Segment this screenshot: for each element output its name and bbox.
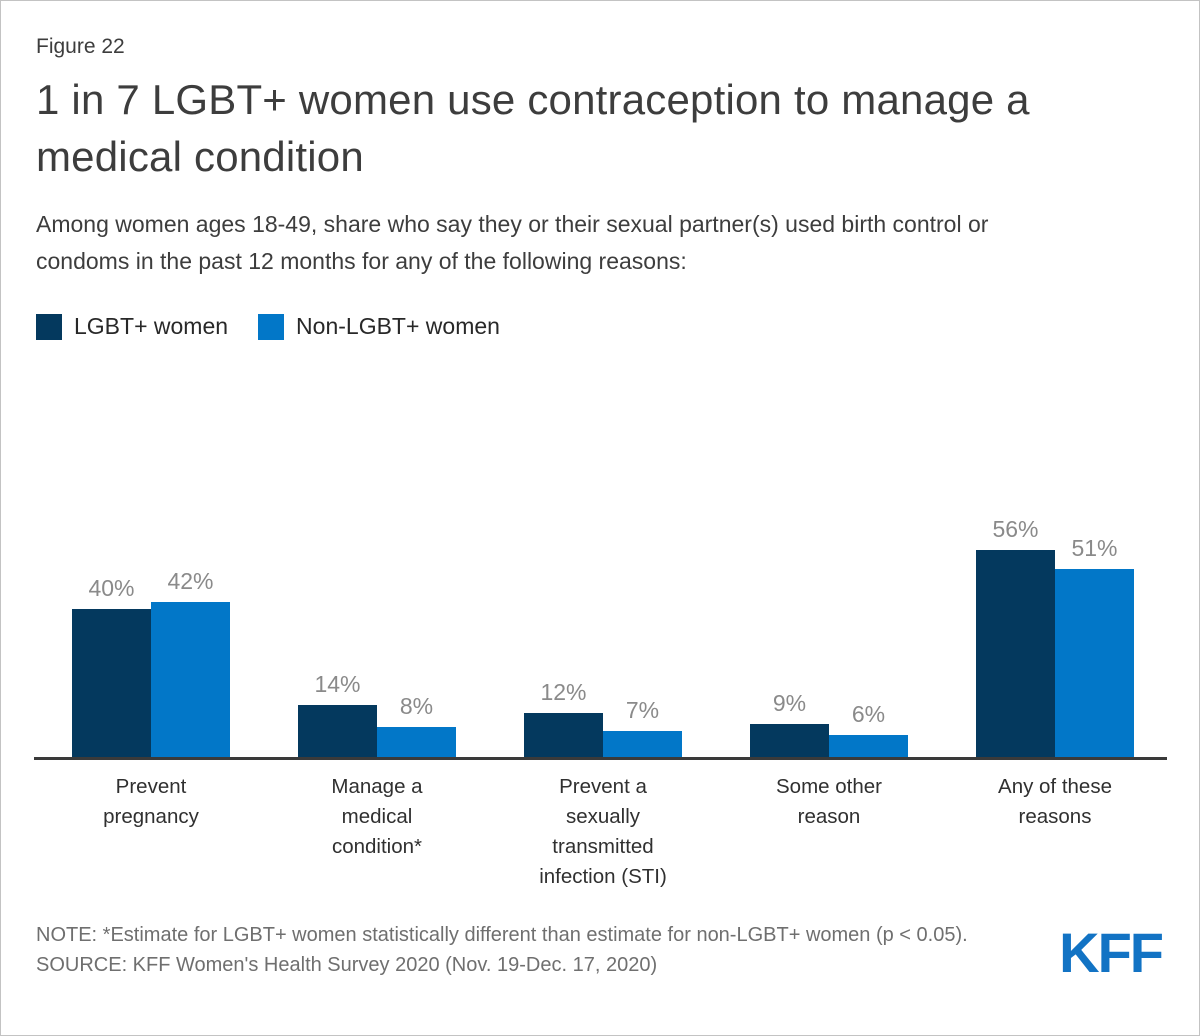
figure-number-label: Figure 22 (36, 35, 125, 58)
bar-value-label: 51% (1071, 535, 1118, 561)
note-text: NOTE: *Estimate for LGBT+ women statisti… (36, 924, 968, 946)
bar (603, 731, 682, 757)
source-text: SOURCE: KFF Women's Health Survey 2020 (… (36, 954, 658, 976)
category-label: Prevent pregnancy (103, 775, 199, 828)
bar-chart: 40% 42% Prevent pregnancy 14% 8% Manage a med… (1, 340, 1199, 896)
legend-label: LGBT+ women (74, 313, 229, 339)
category-label: Prevent a sexually transmitted infection… (539, 775, 667, 888)
bar (1055, 569, 1134, 757)
legend-label: Non-LGBT+ women (296, 313, 500, 339)
bar (750, 724, 829, 757)
page-title: 1 in 7 LGBT+ women use contraception to … (36, 76, 1030, 180)
bar-value-label: 56% (992, 516, 1039, 542)
bar (976, 550, 1055, 757)
category-label: Manage a medical condition* (331, 775, 423, 858)
legend-swatch-non-lgbt-women (258, 313, 285, 340)
bar (524, 713, 603, 757)
legend-item-lgbt-women: LGBT+ women (36, 313, 228, 340)
bar (298, 705, 377, 757)
bar-value-label: 14% (314, 671, 361, 697)
kff-logo: KFF (1059, 921, 1164, 984)
bar-value-label: 12% (540, 679, 587, 705)
chart-subtitle: Among women ages 18-49, share who say th… (36, 211, 989, 274)
bar-value-label: 8% (399, 693, 434, 719)
bar (151, 602, 230, 757)
bar (829, 735, 908, 757)
chart-legend: LGBT+ women Non-LGBT+ women (36, 313, 1169, 340)
bar-value-label: 40% (88, 575, 135, 601)
legend-item-non-lgbt-women: Non-LGBT+ women (258, 313, 500, 340)
bar-value-label: 42% (167, 568, 214, 594)
category-label: Some other reason (776, 775, 882, 828)
bar-value-label: 9% (772, 690, 807, 716)
bar-value-label: 6% (851, 701, 886, 727)
x-axis-line (34, 757, 1167, 760)
bar (72, 609, 151, 757)
legend-swatch-lgbt-women (36, 313, 62, 340)
figure-header: Figure 22 1 in 7 LGBT+ women use contrac… (36, 35, 1169, 340)
bar-value-label: 7% (625, 697, 660, 723)
category-label: Any of these reasons (998, 775, 1112, 828)
bar (377, 727, 456, 757)
